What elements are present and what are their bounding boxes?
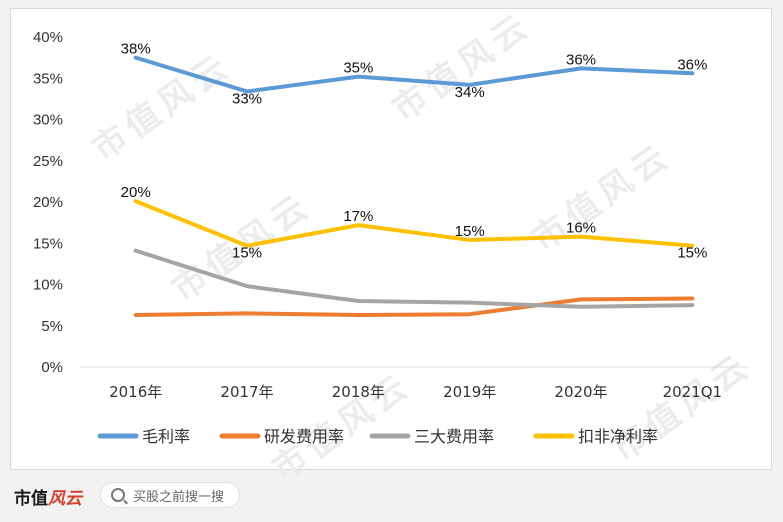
y-tick-label: 20% <box>33 194 63 211</box>
data-label: 36% <box>566 51 596 68</box>
x-tick-label: 2019年 <box>443 383 496 401</box>
data-label: 38% <box>121 41 151 58</box>
y-tick-label: 35% <box>33 70 63 87</box>
search-icon <box>111 488 125 502</box>
data-label: 20% <box>121 184 151 201</box>
y-tick-label: 10% <box>33 277 63 294</box>
legend-label: 扣非净利率 <box>578 427 658 446</box>
y-tick-label: 0% <box>41 359 63 376</box>
search-placeholder: 买股之前搜一搜 <box>133 489 225 505</box>
y-tick-label: 15% <box>33 235 63 252</box>
series-line-0 <box>133 55 695 94</box>
y-tick-label: 30% <box>33 112 63 129</box>
data-label: 33% <box>232 90 262 107</box>
data-label: 36% <box>677 56 707 73</box>
x-tick-label: 2017年 <box>220 383 273 401</box>
brand-logo: 市值风云 <box>14 484 82 509</box>
footer-bar: 市值风云 买股之前搜一搜 <box>0 476 783 522</box>
series-line-2 <box>133 248 695 309</box>
x-tick-label: 2021Q1 <box>663 383 723 401</box>
x-tick-label: 2018年 <box>332 383 385 401</box>
data-label: 16% <box>566 220 596 237</box>
legend-label: 毛利率 <box>142 427 190 446</box>
chart-card <box>10 8 772 470</box>
data-label: 15% <box>232 245 262 262</box>
data-label: 34% <box>455 84 485 101</box>
data-label: 15% <box>455 223 485 240</box>
data-label: 15% <box>677 245 707 262</box>
logo-accent-text: 风云 <box>48 489 82 509</box>
legend-label: 三大费用率 <box>414 427 494 446</box>
data-label: 35% <box>343 60 373 77</box>
logo-main-text: 市值 <box>14 489 48 509</box>
x-tick-label: 2020年 <box>554 383 607 401</box>
y-tick-label: 40% <box>33 29 63 46</box>
data-label: 17% <box>343 208 373 225</box>
y-tick-label: 25% <box>33 153 63 170</box>
series-line-3 <box>133 199 695 248</box>
search-box[interactable]: 买股之前搜一搜 <box>100 482 240 508</box>
line-chart: 0% 5% 10% 15% 20% 25% 30% 35% 40% 2016年 2017年 2018年… <box>33 29 748 446</box>
y-tick-label: 5% <box>41 318 63 335</box>
legend-label: 研发费用率 <box>264 427 344 446</box>
series-line-1 <box>133 296 695 318</box>
x-tick-label: 2016年 <box>109 383 162 401</box>
